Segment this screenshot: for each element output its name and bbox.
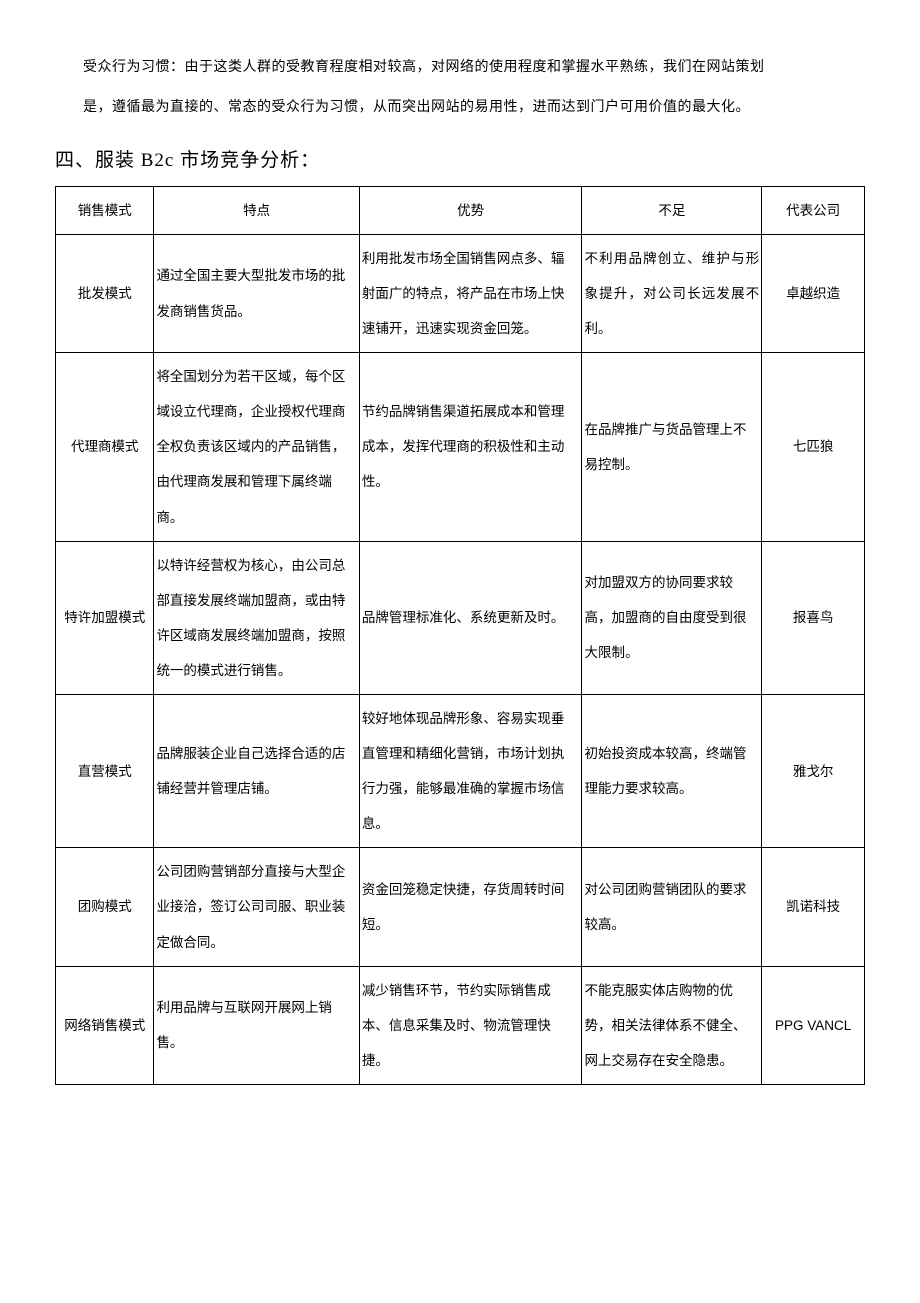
table-row: 直营模式 品牌服装企业自己选择合适的店铺经营并管理店铺。 较好地体现品牌形象、容… [56, 695, 865, 848]
cell-company: 七匹狼 [762, 353, 865, 541]
cell-feature: 以特许经营权为核心，由公司总部直接发展终端加盟商，或由特许区域商发展终端加盟商，… [154, 541, 359, 694]
cell-company: 凯诺科技 [762, 848, 865, 966]
header-shortcoming: 不足 [582, 186, 762, 234]
cell-feature: 品牌服装企业自己选择合适的店铺经营并管理店铺。 [154, 695, 359, 848]
table-row: 代理商模式 将全国划分为若干区域，每个区域设立代理商，企业授权代理商全权负责该区… [56, 353, 865, 541]
header-advantage: 优势 [359, 186, 582, 234]
intro-paragraph-1: 受众行为习惯：由于这类人群的受教育程度相对较高，对网络的使用程度和掌握水平熟练，… [55, 50, 865, 86]
cell-shortcoming: 不利用品牌创立、维护与形象提升，对公司长远发展不利。 [582, 234, 762, 352]
cell-feature: 利用品牌与互联网开展网上销售。 [154, 966, 359, 1084]
cell-shortcoming: 对公司团购营销团队的要求较高。 [582, 848, 762, 966]
cell-advantage: 节约品牌销售渠道拓展成本和管理成本，发挥代理商的积极性和主动性。 [359, 353, 582, 541]
cell-mode: 代理商模式 [56, 353, 154, 541]
cell-company: 卓越织造 [762, 234, 865, 352]
competition-analysis-table: 销售模式 特点 优势 不足 代表公司 批发模式 通过全国主要大型批发市场的批发商… [55, 186, 865, 1085]
cell-advantage: 减少销售环节，节约实际销售成本、信息采集及时、物流管理快捷。 [359, 966, 582, 1084]
cell-shortcoming: 在品牌推广与货品管理上不易控制。 [582, 353, 762, 541]
cell-advantage: 资金回笼稳定快捷，存货周转时间短。 [359, 848, 582, 966]
intro-paragraph-2: 是，遵循最为直接的、常态的受众行为习惯，从而突出网站的易用性，进而达到门户可用价… [55, 90, 865, 126]
cell-shortcoming: 不能克服实体店购物的优势，相关法律体系不健全、网上交易存在安全隐患。 [582, 966, 762, 1084]
cell-feature: 将全国划分为若干区域，每个区域设立代理商，企业授权代理商全权负责该区域内的产品销… [154, 353, 359, 541]
header-feature: 特点 [154, 186, 359, 234]
cell-company: 雅戈尔 [762, 695, 865, 848]
cell-shortcoming: 初始投资成本较高，终端管理能力要求较高。 [582, 695, 762, 848]
header-company: 代表公司 [762, 186, 865, 234]
cell-feature: 公司团购营销部分直接与大型企业接洽，签订公司司服、职业装定做合同。 [154, 848, 359, 966]
cell-mode: 直营模式 [56, 695, 154, 848]
table-header-row: 销售模式 特点 优势 不足 代表公司 [56, 186, 865, 234]
cell-company: PPG VANCL [762, 966, 865, 1084]
table-row: 特许加盟模式 以特许经营权为核心，由公司总部直接发展终端加盟商，或由特许区域商发… [56, 541, 865, 694]
cell-advantage: 利用批发市场全国销售网点多、辐射面广的特点，将产品在市场上快速铺开，迅速实现资金… [359, 234, 582, 352]
table-row: 网络销售模式 利用品牌与互联网开展网上销售。 减少销售环节，节约实际销售成本、信… [56, 966, 865, 1084]
cell-advantage: 品牌管理标准化、系统更新及时。 [359, 541, 582, 694]
cell-mode: 网络销售模式 [56, 966, 154, 1084]
cell-company: 报喜鸟 [762, 541, 865, 694]
cell-mode: 特许加盟模式 [56, 541, 154, 694]
cell-feature: 通过全国主要大型批发市场的批发商销售货品。 [154, 234, 359, 352]
cell-mode: 批发模式 [56, 234, 154, 352]
cell-mode: 团购模式 [56, 848, 154, 966]
table-row: 团购模式 公司团购营销部分直接与大型企业接洽，签订公司司服、职业装定做合同。 资… [56, 848, 865, 966]
header-mode: 销售模式 [56, 186, 154, 234]
cell-advantage: 较好地体现品牌形象、容易实现垂直管理和精细化营销，市场计划执行力强，能够最准确的… [359, 695, 582, 848]
cell-shortcoming: 对加盟双方的协同要求较高，加盟商的自由度受到很大限制。 [582, 541, 762, 694]
table-row: 批发模式 通过全国主要大型批发市场的批发商销售货品。 利用批发市场全国销售网点多… [56, 234, 865, 352]
section-heading: 四、服装 B2c 市场竞争分析： [55, 145, 865, 172]
